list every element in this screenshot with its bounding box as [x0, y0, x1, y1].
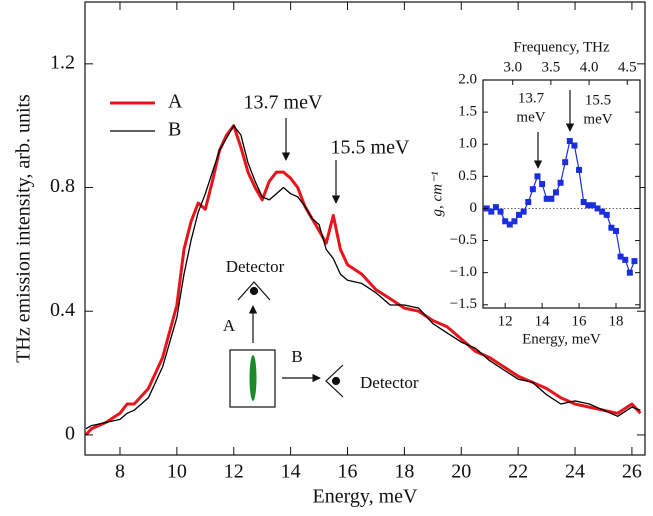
x-axis-label: Energy, meV: [313, 486, 419, 508]
legend-label: A: [168, 91, 183, 113]
data-point: [585, 202, 592, 209]
data-point: [506, 221, 513, 228]
x2-tick-label: 3.0: [503, 59, 522, 75]
inset: 12 14 16 18 2.0 1.5 1.0 0.5 0 −0.5 −1.0 −1.5 3.0 3.5 4…: [429, 39, 641, 347]
y-tick-label: 0.5: [458, 168, 477, 184]
eye-a: [237, 281, 271, 301]
x-tick-label: 16: [572, 313, 588, 329]
data-point: [631, 258, 638, 265]
y-tick-label: −1.0: [450, 264, 477, 280]
data-point: [576, 166, 583, 173]
series-line: [85, 125, 641, 430]
y-tick-label: 1.5: [458, 104, 477, 120]
plot-frame: [482, 79, 641, 309]
data-point: [622, 256, 629, 263]
y-axis-label: g, cm⁻¹: [429, 171, 445, 216]
data-point: [520, 208, 527, 215]
schematic-label: Detector: [226, 257, 285, 276]
data-point: [492, 204, 499, 211]
plot-frame: [84, 1, 646, 456]
x-axis-label: Energy, meV: [522, 331, 601, 347]
x-tick-label: 18: [608, 313, 623, 329]
data-point: [552, 189, 559, 196]
y-tick-label: 1.0: [458, 136, 477, 152]
data-point: [594, 205, 601, 212]
annotation: 15.5 meV: [331, 137, 410, 159]
x-tick-label: 22: [508, 461, 528, 483]
data-point: [502, 218, 509, 225]
annotation: 13.7 meV: [244, 92, 323, 114]
x-tick-label: 8: [115, 461, 125, 483]
sample-stripe: [249, 355, 257, 401]
data-point: [580, 199, 587, 206]
data-point: [557, 179, 564, 186]
data-point: [608, 224, 615, 231]
eye-b-pupil: [331, 376, 341, 386]
eye-b: [325, 364, 344, 398]
data-point: [488, 208, 495, 215]
data-point: [548, 195, 555, 202]
x-tick-label: 12: [224, 461, 244, 483]
schematic-label: B: [291, 347, 302, 366]
y-axis-label: THz emission intensity, arb. units: [13, 94, 35, 363]
x-tick-label: 10: [167, 461, 187, 483]
data-point: [511, 218, 518, 225]
data-point: [529, 186, 536, 193]
y-tick-label: 2.0: [458, 71, 477, 87]
data-point: [617, 253, 624, 260]
annotation: meV: [516, 109, 545, 125]
x2-axis-label: Frequency, THz: [513, 39, 610, 55]
x2-tick-label: 4.0: [580, 59, 599, 75]
x-tick-label: 18: [394, 461, 414, 483]
data-point: [539, 181, 546, 188]
annotation: 15.5: [585, 92, 611, 108]
x-tick-label: 26: [622, 461, 642, 483]
annotation: meV: [583, 111, 612, 127]
data-point: [562, 159, 569, 166]
main-plot: 8 10 12 14 16 18 20 22 24 26 0 0.4 0.8 1.2 Energy, meV…: [13, 1, 646, 508]
x-tick-label: 24: [565, 461, 585, 483]
y-tick-label: 0.8: [50, 175, 75, 197]
eye-a-pupil: [249, 286, 259, 296]
x2-tick-label: 4.5: [618, 59, 637, 75]
data-point: [589, 202, 596, 209]
annotation: 13.7: [518, 90, 545, 106]
data-point: [534, 173, 541, 180]
y-tick-label: 0: [470, 200, 478, 216]
data-point: [603, 211, 610, 218]
y-tick-label: −1.5: [450, 296, 477, 312]
x-tick-label: 14: [535, 313, 551, 329]
y-tick-label: 1.2: [50, 51, 75, 73]
data-point: [525, 199, 532, 206]
y-tick-label: 0: [65, 422, 75, 444]
schematic: [229, 281, 344, 408]
x-tick-label: 12: [498, 313, 513, 329]
legend-label: B: [168, 119, 181, 141]
data-point: [599, 208, 606, 215]
data-point: [497, 208, 504, 215]
data-point: [566, 138, 573, 145]
x2-tick-label: 3.5: [542, 59, 561, 75]
data-point: [543, 195, 550, 202]
x-tick-label: 20: [451, 461, 471, 483]
data-point: [626, 269, 633, 276]
schematic-label: Detector: [360, 373, 419, 392]
inset-background: [483, 80, 640, 308]
data-point: [516, 211, 523, 218]
y-tick-label: 0.4: [50, 299, 75, 321]
data-point: [571, 142, 578, 149]
data-point: [612, 227, 619, 234]
schematic-label: A: [223, 316, 236, 335]
y-tick-label: −0.5: [450, 232, 477, 248]
x-tick-label: 16: [338, 461, 358, 483]
x-tick-label: 14: [281, 461, 301, 483]
